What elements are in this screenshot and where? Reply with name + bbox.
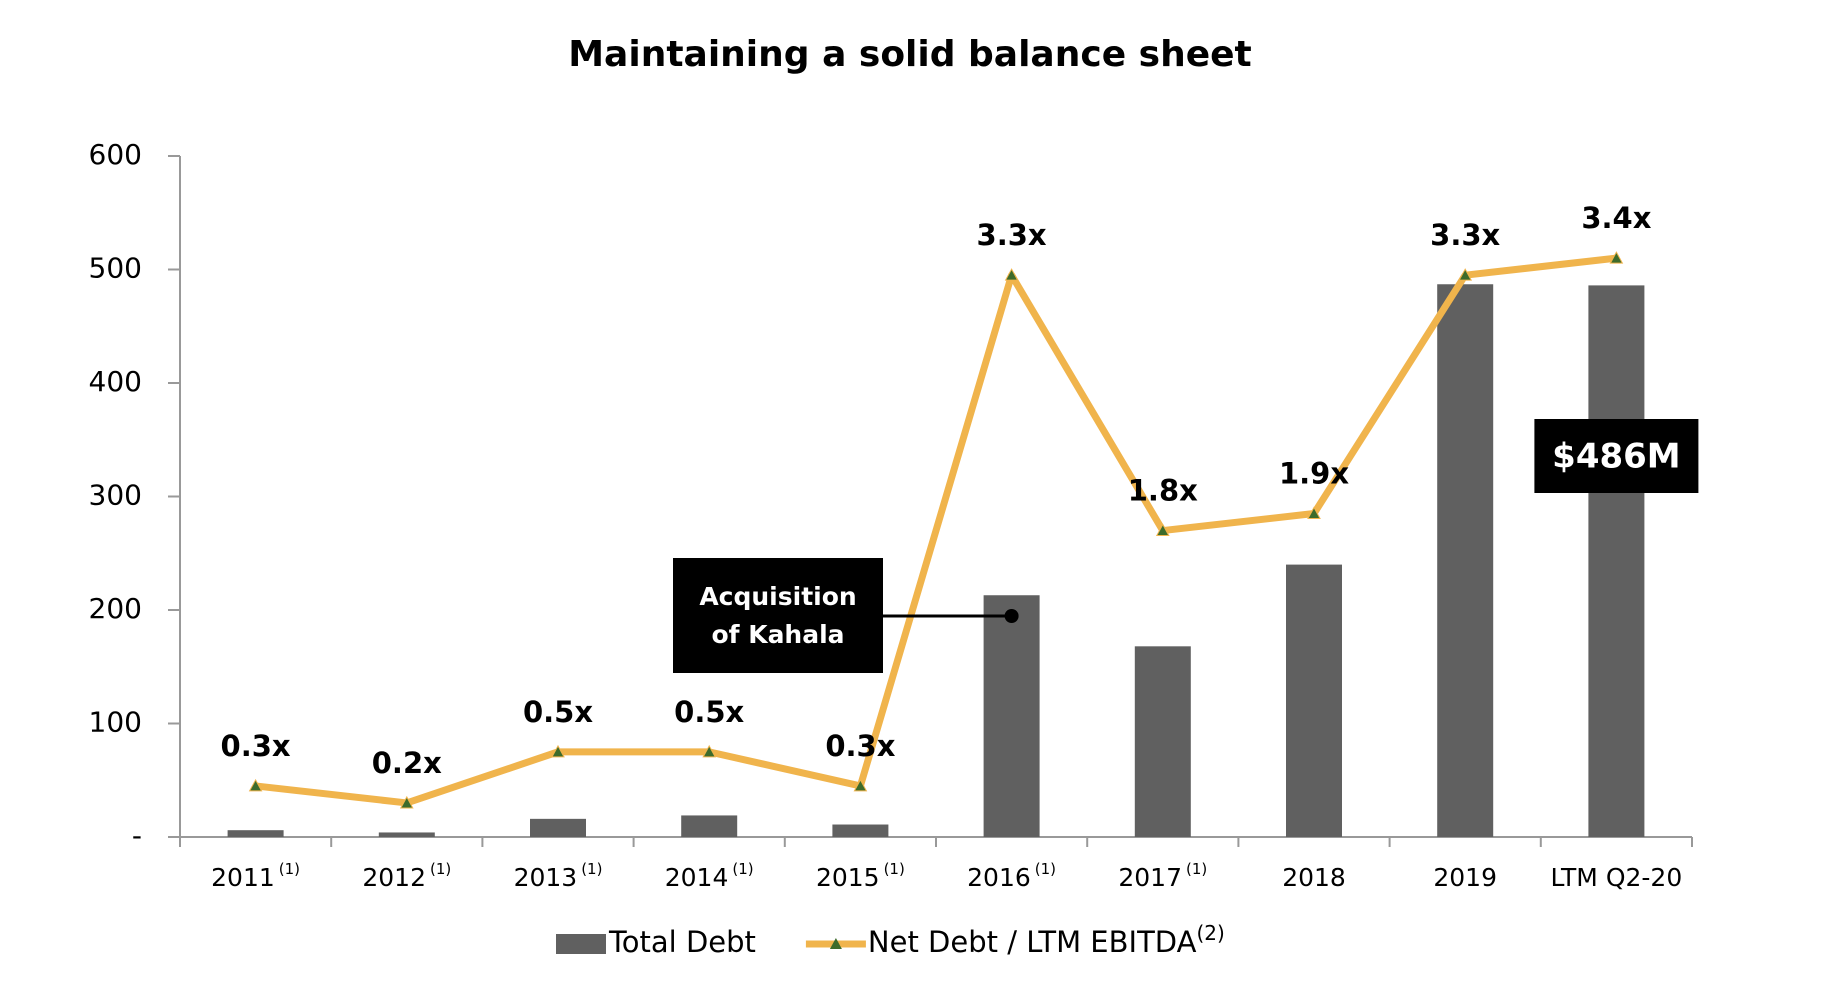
category-note: (1) <box>430 860 451 878</box>
x-tick-label: 2013 (1) <box>514 860 603 893</box>
x-tick-label: 2015 (1) <box>816 860 905 893</box>
y-tick-label: 400 <box>89 365 142 398</box>
category: 2013 <box>514 863 578 892</box>
category: 2018 <box>1282 863 1346 892</box>
category: 2012 <box>362 863 426 892</box>
category-note: (1) <box>279 860 300 878</box>
category: 2015 <box>816 863 880 892</box>
category-note: (1) <box>1186 860 1207 878</box>
marker <box>551 744 565 758</box>
category-note: (1) <box>581 860 602 878</box>
marker <box>1155 523 1170 537</box>
category-note: (1) <box>732 860 753 878</box>
category-note: (1) <box>1035 860 1056 878</box>
data-label: 3.3x <box>977 218 1047 252</box>
marker <box>248 778 263 792</box>
data-label: 3.4x <box>1581 201 1651 235</box>
marker <box>1004 268 1019 281</box>
y-tick-label: 500 <box>89 252 142 285</box>
legend-label: Total Debt <box>608 925 756 959</box>
y-tick-label: 200 <box>89 592 142 625</box>
legend-note: (2) <box>1196 921 1224 945</box>
bar <box>227 830 284 837</box>
marker <box>702 744 717 758</box>
x-tick-label: 2016 (1) <box>967 860 1056 893</box>
category-note: (1) <box>884 860 905 878</box>
data-label: 0.3x <box>221 729 291 763</box>
x-tick-label: 2019 <box>1433 863 1497 892</box>
bar <box>530 818 586 837</box>
category: LTM Q2-20 <box>1551 863 1683 892</box>
marker <box>1307 506 1321 520</box>
category: 2017 <box>1118 863 1182 892</box>
y-tick-label: 300 <box>89 479 142 512</box>
bar <box>983 595 1040 837</box>
category: 2019 <box>1433 863 1497 892</box>
annotation-box <box>673 558 883 673</box>
x-tick-label: 2011 (1) <box>211 860 300 893</box>
marker <box>853 778 868 792</box>
bar <box>1286 564 1342 837</box>
category: 2011 <box>211 863 275 892</box>
legend-swatch <box>556 934 606 954</box>
data-label: 1.8x <box>1128 474 1198 508</box>
marker <box>1609 251 1624 264</box>
legend-marker <box>829 938 842 949</box>
annotation-text: Acquisition <box>699 582 856 611</box>
bar <box>1134 646 1191 837</box>
data-label: 0.5x <box>674 695 744 729</box>
data-label-box <box>1534 419 1699 493</box>
data-label: 0.5x <box>523 695 593 729</box>
bar <box>681 815 738 837</box>
line <box>255 254 1617 807</box>
annotation-dot <box>1004 609 1019 623</box>
legend-label: Net Debt / LTM EBITDA(2) <box>868 921 1225 960</box>
data-label: 1.9x <box>1279 457 1349 491</box>
y-tick-label: 600 <box>89 138 142 171</box>
y-tick-label: - <box>132 819 142 852</box>
data-label: 0.2x <box>372 746 442 780</box>
chart-title: Maintaining a solid balance sheet <box>568 34 1252 75</box>
x-tick-label: 2012 (1) <box>362 860 451 893</box>
x-tick-label: 2014 (1) <box>665 860 754 893</box>
y-tick-label: 100 <box>89 706 142 739</box>
marker <box>1458 268 1473 281</box>
category: 2014 <box>665 863 729 892</box>
x-tick-label: 2017 (1) <box>1118 860 1207 893</box>
x-tick-label: LTM Q2-20 <box>1551 863 1683 892</box>
annotation-text: of Kahala <box>711 620 844 649</box>
x-tick-label: 2018 <box>1282 863 1346 892</box>
bar <box>1588 285 1645 837</box>
bar <box>1437 284 1494 837</box>
bar <box>832 824 889 837</box>
data-label: 3.3x <box>1430 218 1500 252</box>
data-label: 0.3x <box>825 729 895 763</box>
marker <box>399 795 414 809</box>
data-label: $486M <box>1552 437 1680 477</box>
bar <box>378 832 435 837</box>
category: 2016 <box>967 863 1031 892</box>
legend-name: Net Debt / LTM EBITDA <box>868 925 1197 959</box>
